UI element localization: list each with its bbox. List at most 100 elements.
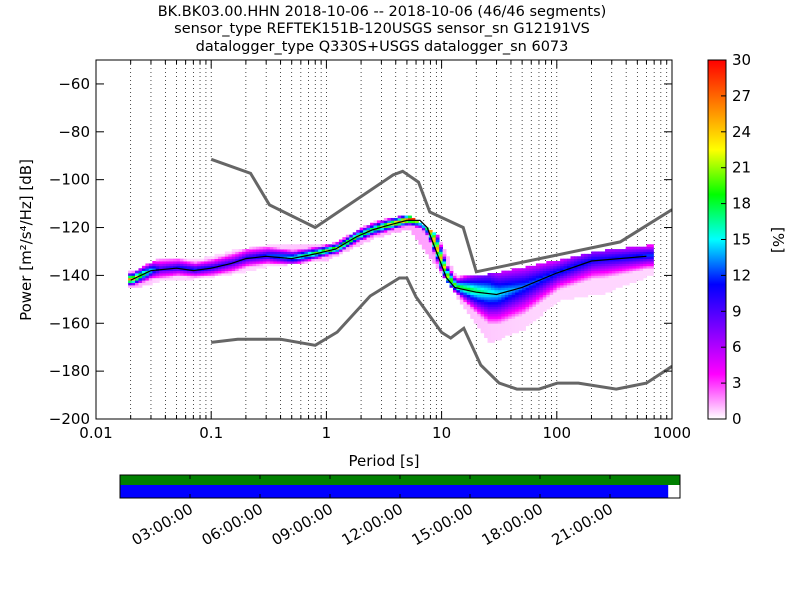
psd-density-cell [211, 273, 215, 276]
psd-density-cell [300, 246, 305, 250]
psd-density-cell [591, 277, 596, 281]
psd-density-cell [387, 220, 392, 224]
psd-density-cell [518, 311, 523, 315]
timeline-tick-label: 09:00:00 [269, 500, 336, 549]
psd-density-cell [224, 268, 229, 272]
psd-density-cell [497, 289, 502, 293]
psd-density-cell [231, 256, 236, 260]
psd-density-cell [632, 270, 637, 274]
psd-density-cell [539, 306, 544, 310]
psd-density-cell [242, 265, 247, 269]
psd-density-cell [193, 273, 198, 276]
psd-density-cell [242, 261, 247, 264]
psd-density-cell [138, 277, 143, 281]
psd-density-cell [249, 263, 253, 267]
psd-density-cell [646, 256, 651, 260]
psd-density-cell [532, 275, 537, 279]
psd-density-cell [183, 265, 188, 269]
psd-density-cell [373, 232, 378, 236]
psd-density-cell [484, 320, 488, 324]
psd-density-cell [211, 258, 215, 262]
psd-density-cell [439, 253, 444, 257]
psd-density-cell [318, 256, 323, 260]
psd-density-cell [532, 282, 537, 286]
psd-density-cell [224, 256, 229, 260]
psd-density-cell [615, 263, 620, 267]
psd-density-cell [490, 273, 495, 276]
plot-frame [95, 59, 673, 420]
psd-density-cell [421, 237, 426, 240]
psd-density-cell [411, 232, 416, 236]
psd-density-cell [176, 265, 181, 269]
psd-density-cell [380, 222, 385, 226]
psd-density-cell [366, 234, 371, 238]
psd-density-cell [446, 275, 450, 279]
psd-density-cell [394, 222, 399, 226]
psd-density-cell [501, 316, 506, 319]
psd-density-cell [470, 308, 475, 312]
psd-density-cell [560, 265, 564, 269]
psd-density-cell [601, 256, 606, 260]
psd-density-cell [591, 280, 596, 283]
psd-density-cell [252, 251, 257, 255]
chart-title-line-3: datalogger_type Q330S+USGS datalogger_sn… [196, 39, 569, 55]
psd-density-cell [504, 294, 509, 298]
psd-density-cell [487, 311, 492, 315]
psd-density-cell [207, 258, 212, 262]
psd-density-cell [560, 294, 564, 298]
psd-density-cell [463, 292, 468, 295]
x-tick-label: 1000 [653, 424, 691, 442]
psd-density-cell [567, 265, 571, 269]
psd-density-cell [532, 280, 537, 283]
psd-density-cell [508, 273, 513, 276]
psd-density-cell [269, 251, 274, 255]
psd-density-cell [349, 244, 354, 248]
psd-density-cell [494, 294, 499, 298]
psd-density-cell [636, 265, 641, 269]
psd-density-cell [508, 320, 513, 324]
psd-density-cell [484, 330, 488, 334]
psd-density-cell [435, 256, 440, 260]
psd-density-cell [338, 249, 343, 252]
psd-density-cell [428, 239, 433, 243]
psd-density-cell [501, 273, 506, 276]
psd-density-cell [556, 282, 561, 286]
psd-density-cell [497, 335, 502, 339]
psd-density-cell [155, 261, 160, 264]
psd-density-cell [318, 244, 323, 248]
psd-density-cell [269, 244, 274, 248]
psd-density-cell [473, 308, 478, 312]
psd-density-cell [345, 241, 350, 245]
psd-density-cell [262, 251, 267, 255]
psd-density-cell [615, 280, 620, 283]
psd-density-cell [487, 277, 492, 281]
psd-density-cell [325, 246, 329, 250]
psd-density-cell [636, 277, 641, 281]
psd-density-cell [625, 251, 630, 255]
psd-density-cell [515, 325, 520, 329]
psd-density-cell [477, 318, 482, 322]
psd-density-cell [643, 268, 647, 272]
psd-density-cell [522, 328, 526, 331]
psd-density-cell [204, 263, 209, 267]
psd-density-cell [580, 268, 585, 272]
psd-density-cell [128, 270, 132, 274]
psd-density-cell [352, 244, 357, 248]
psd-density-cell [573, 289, 578, 293]
psd-density-cell [580, 258, 585, 262]
psd-density-cell [207, 263, 212, 267]
psd-density-cell [601, 282, 606, 286]
psd-density-cell [439, 251, 444, 255]
psd-density-cell [625, 273, 630, 276]
psd-density-cell [473, 280, 478, 283]
psd-density-cell [297, 251, 302, 255]
new-low-noise-model-line [211, 276, 672, 391]
psd-density-cell [473, 306, 478, 310]
psd-density-cell [573, 268, 578, 272]
psd-density-cell [304, 251, 309, 255]
psd-density-cell [560, 263, 564, 267]
psd-density-cell [490, 323, 495, 327]
psd-density-cell [411, 222, 416, 226]
psd-density-cell [497, 282, 502, 286]
psd-density-cell [477, 313, 482, 317]
